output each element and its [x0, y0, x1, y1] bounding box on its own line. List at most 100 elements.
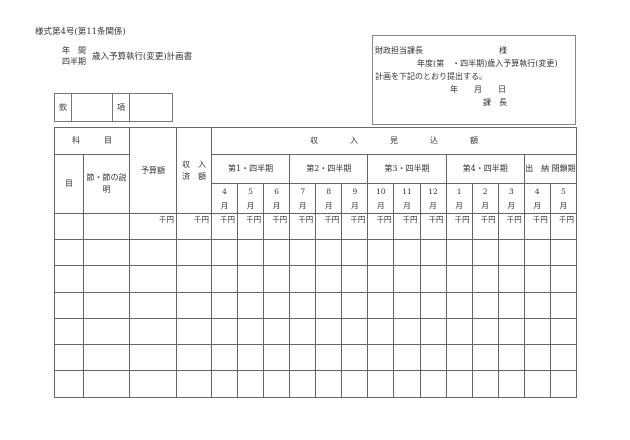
input-cell[interactable]	[445, 317, 473, 346]
unit-cell[interactable]: 千円	[549, 213, 578, 240]
input-cell[interactable]	[210, 344, 239, 372]
input-cell[interactable]	[289, 370, 317, 398]
input-cell[interactable]	[471, 317, 499, 346]
input-cell[interactable]	[129, 370, 177, 398]
input-cell[interactable]	[341, 344, 369, 372]
input-cell[interactable]	[237, 317, 265, 346]
input-cell[interactable]	[289, 344, 317, 372]
input-cell[interactable]	[393, 370, 421, 398]
input-cell[interactable]	[129, 265, 177, 293]
input-cell[interactable]	[523, 238, 551, 267]
input-cell[interactable]	[129, 344, 177, 372]
input-cell[interactable]	[289, 265, 317, 293]
input-cell[interactable]	[263, 291, 291, 319]
input-cell[interactable]	[210, 317, 239, 346]
input-cell[interactable]	[315, 238, 343, 267]
input-cell[interactable]	[497, 291, 525, 319]
input-cell[interactable]	[129, 317, 177, 346]
input-cell[interactable]	[341, 265, 369, 293]
input-cell[interactable]	[549, 238, 578, 267]
kan-field[interactable]	[72, 94, 113, 121]
input-cell[interactable]	[176, 238, 212, 267]
input-cell[interactable]	[237, 291, 265, 319]
input-cell[interactable]	[83, 291, 130, 319]
input-cell[interactable]	[83, 265, 130, 293]
input-cell[interactable]	[54, 291, 84, 319]
input-cell[interactable]	[83, 370, 130, 398]
input-cell[interactable]	[54, 213, 84, 240]
input-cell[interactable]	[471, 344, 499, 372]
input-cell[interactable]	[445, 344, 473, 372]
input-cell[interactable]	[419, 370, 447, 398]
input-cell[interactable]	[523, 344, 551, 372]
input-cell[interactable]	[237, 370, 265, 398]
unit-cell[interactable]: 千円	[445, 213, 473, 240]
input-cell[interactable]	[54, 265, 84, 293]
input-cell[interactable]	[315, 317, 343, 346]
input-cell[interactable]	[83, 213, 130, 240]
unit-cell[interactable]: 千円	[367, 213, 395, 240]
input-cell[interactable]	[393, 238, 421, 267]
input-cell[interactable]	[341, 291, 369, 319]
input-cell[interactable]	[367, 265, 395, 293]
input-cell[interactable]	[210, 370, 239, 398]
input-cell[interactable]	[315, 265, 343, 293]
input-cell[interactable]	[129, 291, 177, 319]
input-cell[interactable]	[393, 291, 421, 319]
input-cell[interactable]	[289, 238, 317, 267]
input-cell[interactable]	[315, 370, 343, 398]
input-cell[interactable]	[523, 317, 551, 346]
input-cell[interactable]	[289, 317, 317, 346]
unit-cell[interactable]: 千円	[237, 213, 265, 240]
input-cell[interactable]	[523, 265, 551, 293]
input-cell[interactable]	[263, 317, 291, 346]
input-cell[interactable]	[549, 265, 578, 293]
input-cell[interactable]	[263, 238, 291, 267]
input-cell[interactable]	[315, 344, 343, 372]
input-cell[interactable]	[263, 344, 291, 372]
unit-cell[interactable]: 千円	[497, 213, 525, 240]
input-cell[interactable]	[210, 238, 239, 267]
input-cell[interactable]	[237, 238, 265, 267]
input-cell[interactable]	[54, 370, 84, 398]
input-cell[interactable]	[210, 265, 239, 293]
unit-cell[interactable]: 千円	[263, 213, 291, 240]
input-cell[interactable]	[129, 238, 177, 267]
input-cell[interactable]	[176, 317, 212, 346]
input-cell[interactable]	[176, 370, 212, 398]
input-cell[interactable]	[393, 265, 421, 293]
input-cell[interactable]	[367, 370, 395, 398]
input-cell[interactable]	[549, 317, 578, 346]
input-cell[interactable]	[367, 317, 395, 346]
input-cell[interactable]	[289, 291, 317, 319]
input-cell[interactable]	[341, 317, 369, 346]
input-cell[interactable]	[367, 344, 395, 372]
input-cell[interactable]	[210, 291, 239, 319]
input-cell[interactable]	[497, 344, 525, 372]
input-cell[interactable]	[471, 370, 499, 398]
input-cell[interactable]	[83, 317, 130, 346]
unit-cell[interactable]: 千円	[523, 213, 551, 240]
input-cell[interactable]	[523, 291, 551, 319]
input-cell[interactable]	[497, 370, 525, 398]
unit-cell[interactable]: 千円	[210, 213, 239, 240]
input-cell[interactable]	[54, 238, 84, 267]
input-cell[interactable]	[497, 265, 525, 293]
input-cell[interactable]	[237, 344, 265, 372]
input-cell[interactable]	[445, 238, 473, 267]
input-cell[interactable]	[315, 291, 343, 319]
input-cell[interactable]	[263, 265, 291, 293]
input-cell[interactable]	[54, 317, 84, 346]
input-cell[interactable]	[523, 370, 551, 398]
input-cell[interactable]	[263, 370, 291, 398]
input-cell[interactable]	[549, 291, 578, 319]
input-cell[interactable]	[471, 291, 499, 319]
input-cell[interactable]	[176, 265, 212, 293]
input-cell[interactable]	[419, 317, 447, 346]
input-cell[interactable]	[445, 291, 473, 319]
input-cell[interactable]	[393, 344, 421, 372]
input-cell[interactable]	[419, 238, 447, 267]
input-cell[interactable]	[367, 238, 395, 267]
input-cell[interactable]	[393, 317, 421, 346]
unit-cell[interactable]: 千円	[129, 213, 177, 240]
